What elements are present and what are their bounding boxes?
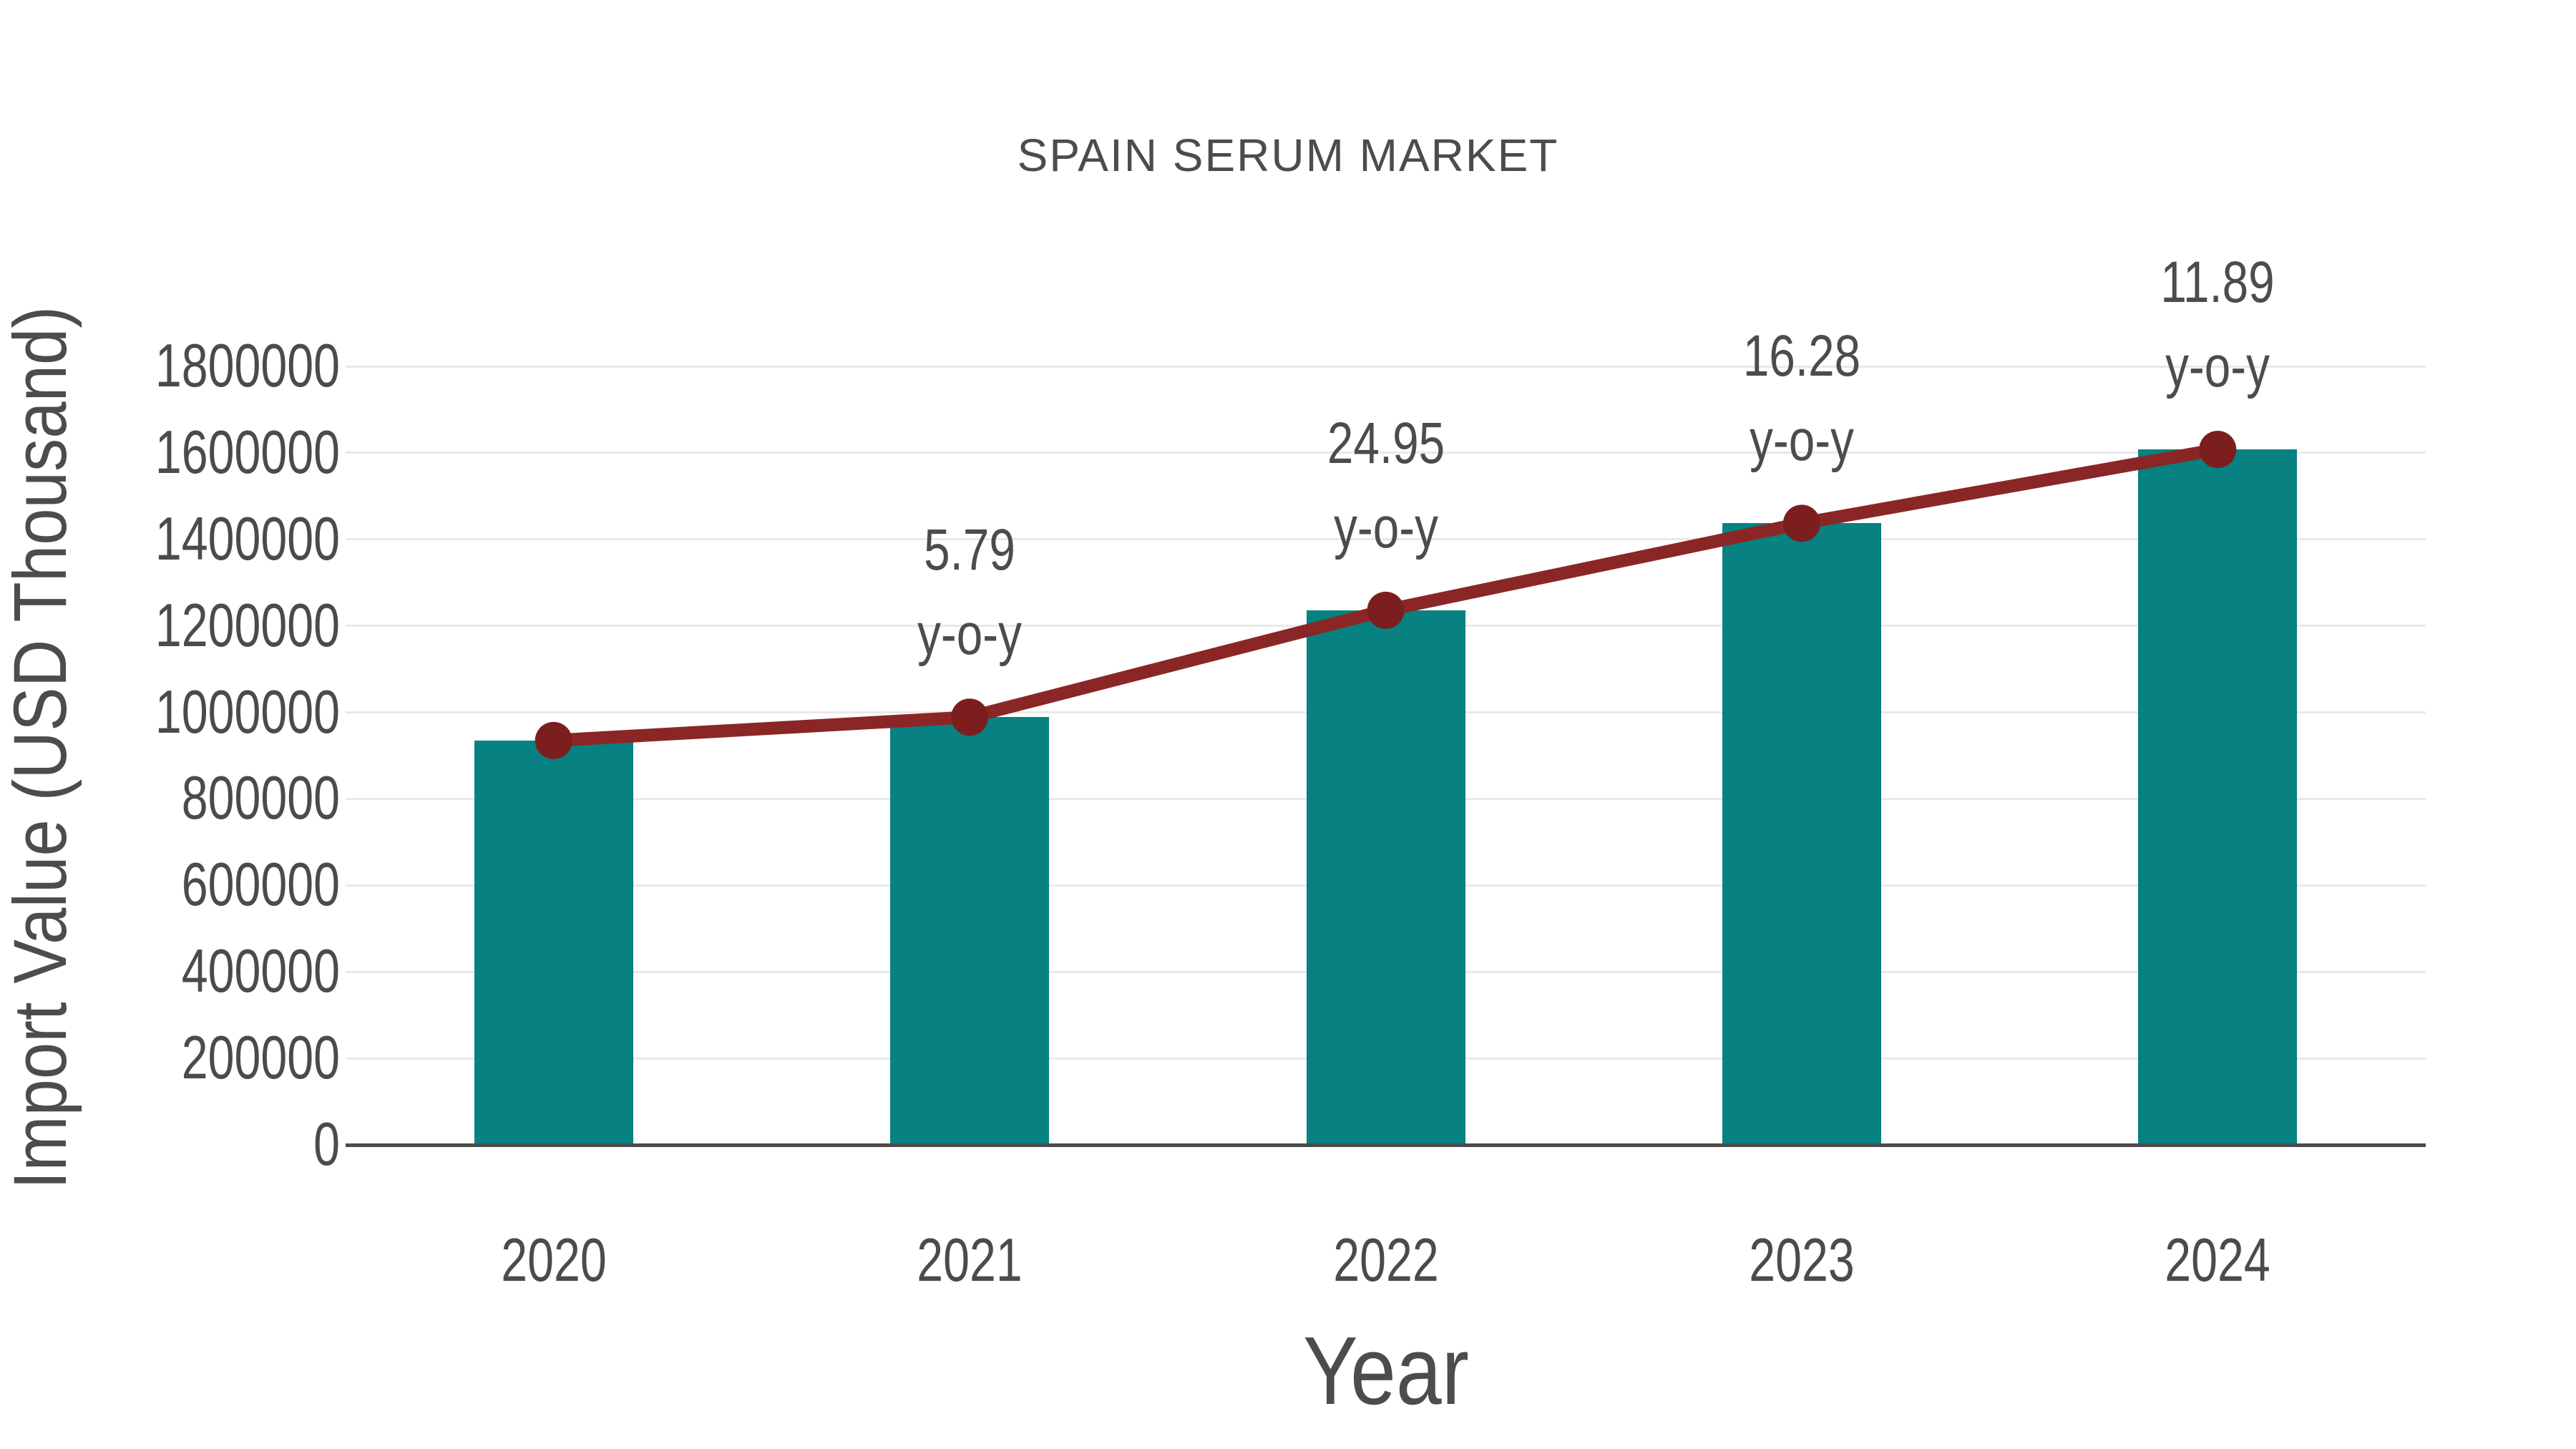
yoy-annotation: 24.95 y-o-y (1312, 401, 1459, 570)
x-tick-label: 2023 (1749, 1226, 1855, 1294)
y-axis-title: Import Value (USD Thousand) (0, 306, 82, 1190)
y-tick-label: 600000 (181, 851, 340, 919)
yoy-annotation: 16.28 y-o-y (1728, 314, 1875, 483)
yoy-suffix: y-o-y (1333, 494, 1438, 560)
y-tick-label: 0 (313, 1111, 340, 1179)
yoy-suffix: y-o-y (2165, 334, 2270, 400)
bar (1722, 523, 1881, 1145)
x-tick-label: 2021 (917, 1226, 1023, 1294)
y-tick-label: 400000 (181, 937, 340, 1006)
yoy-annotation: 5.79 y-o-y (904, 508, 1035, 677)
bar (890, 717, 1050, 1145)
y-tick-label: 1200000 (155, 591, 341, 660)
y-tick-label: 1800000 (155, 332, 341, 400)
yoy-annotation: 11.89 y-o-y (2147, 240, 2289, 409)
gridline (346, 365, 2426, 368)
x-axis-title: Year (1303, 1317, 1469, 1425)
bar (474, 740, 633, 1145)
yoy-suffix: y-o-y (1749, 408, 1854, 474)
yoy-value: 16.28 (1742, 323, 1860, 389)
y-tick-label: 1000000 (155, 678, 341, 746)
yoy-value: 5.79 (924, 517, 1015, 583)
x-tick-label: 2022 (1332, 1226, 1439, 1294)
y-tick-label: 1600000 (155, 418, 341, 487)
x-axis-line (346, 1143, 2426, 1147)
y-tick-label: 200000 (181, 1024, 340, 1093)
yoy-suffix: y-o-y (917, 602, 1022, 668)
chart-title: SPAIN SERUM MARKET (1017, 130, 1559, 181)
x-tick-label: 2020 (500, 1226, 607, 1294)
bar (2138, 449, 2298, 1145)
yoy-value: 11.89 (2160, 250, 2275, 316)
y-tick-label: 1400000 (155, 504, 341, 573)
bar (1306, 610, 1465, 1145)
y-tick-label: 800000 (181, 764, 340, 833)
x-tick-label: 2024 (2165, 1226, 2271, 1294)
yoy-value: 24.95 (1327, 410, 1445, 476)
